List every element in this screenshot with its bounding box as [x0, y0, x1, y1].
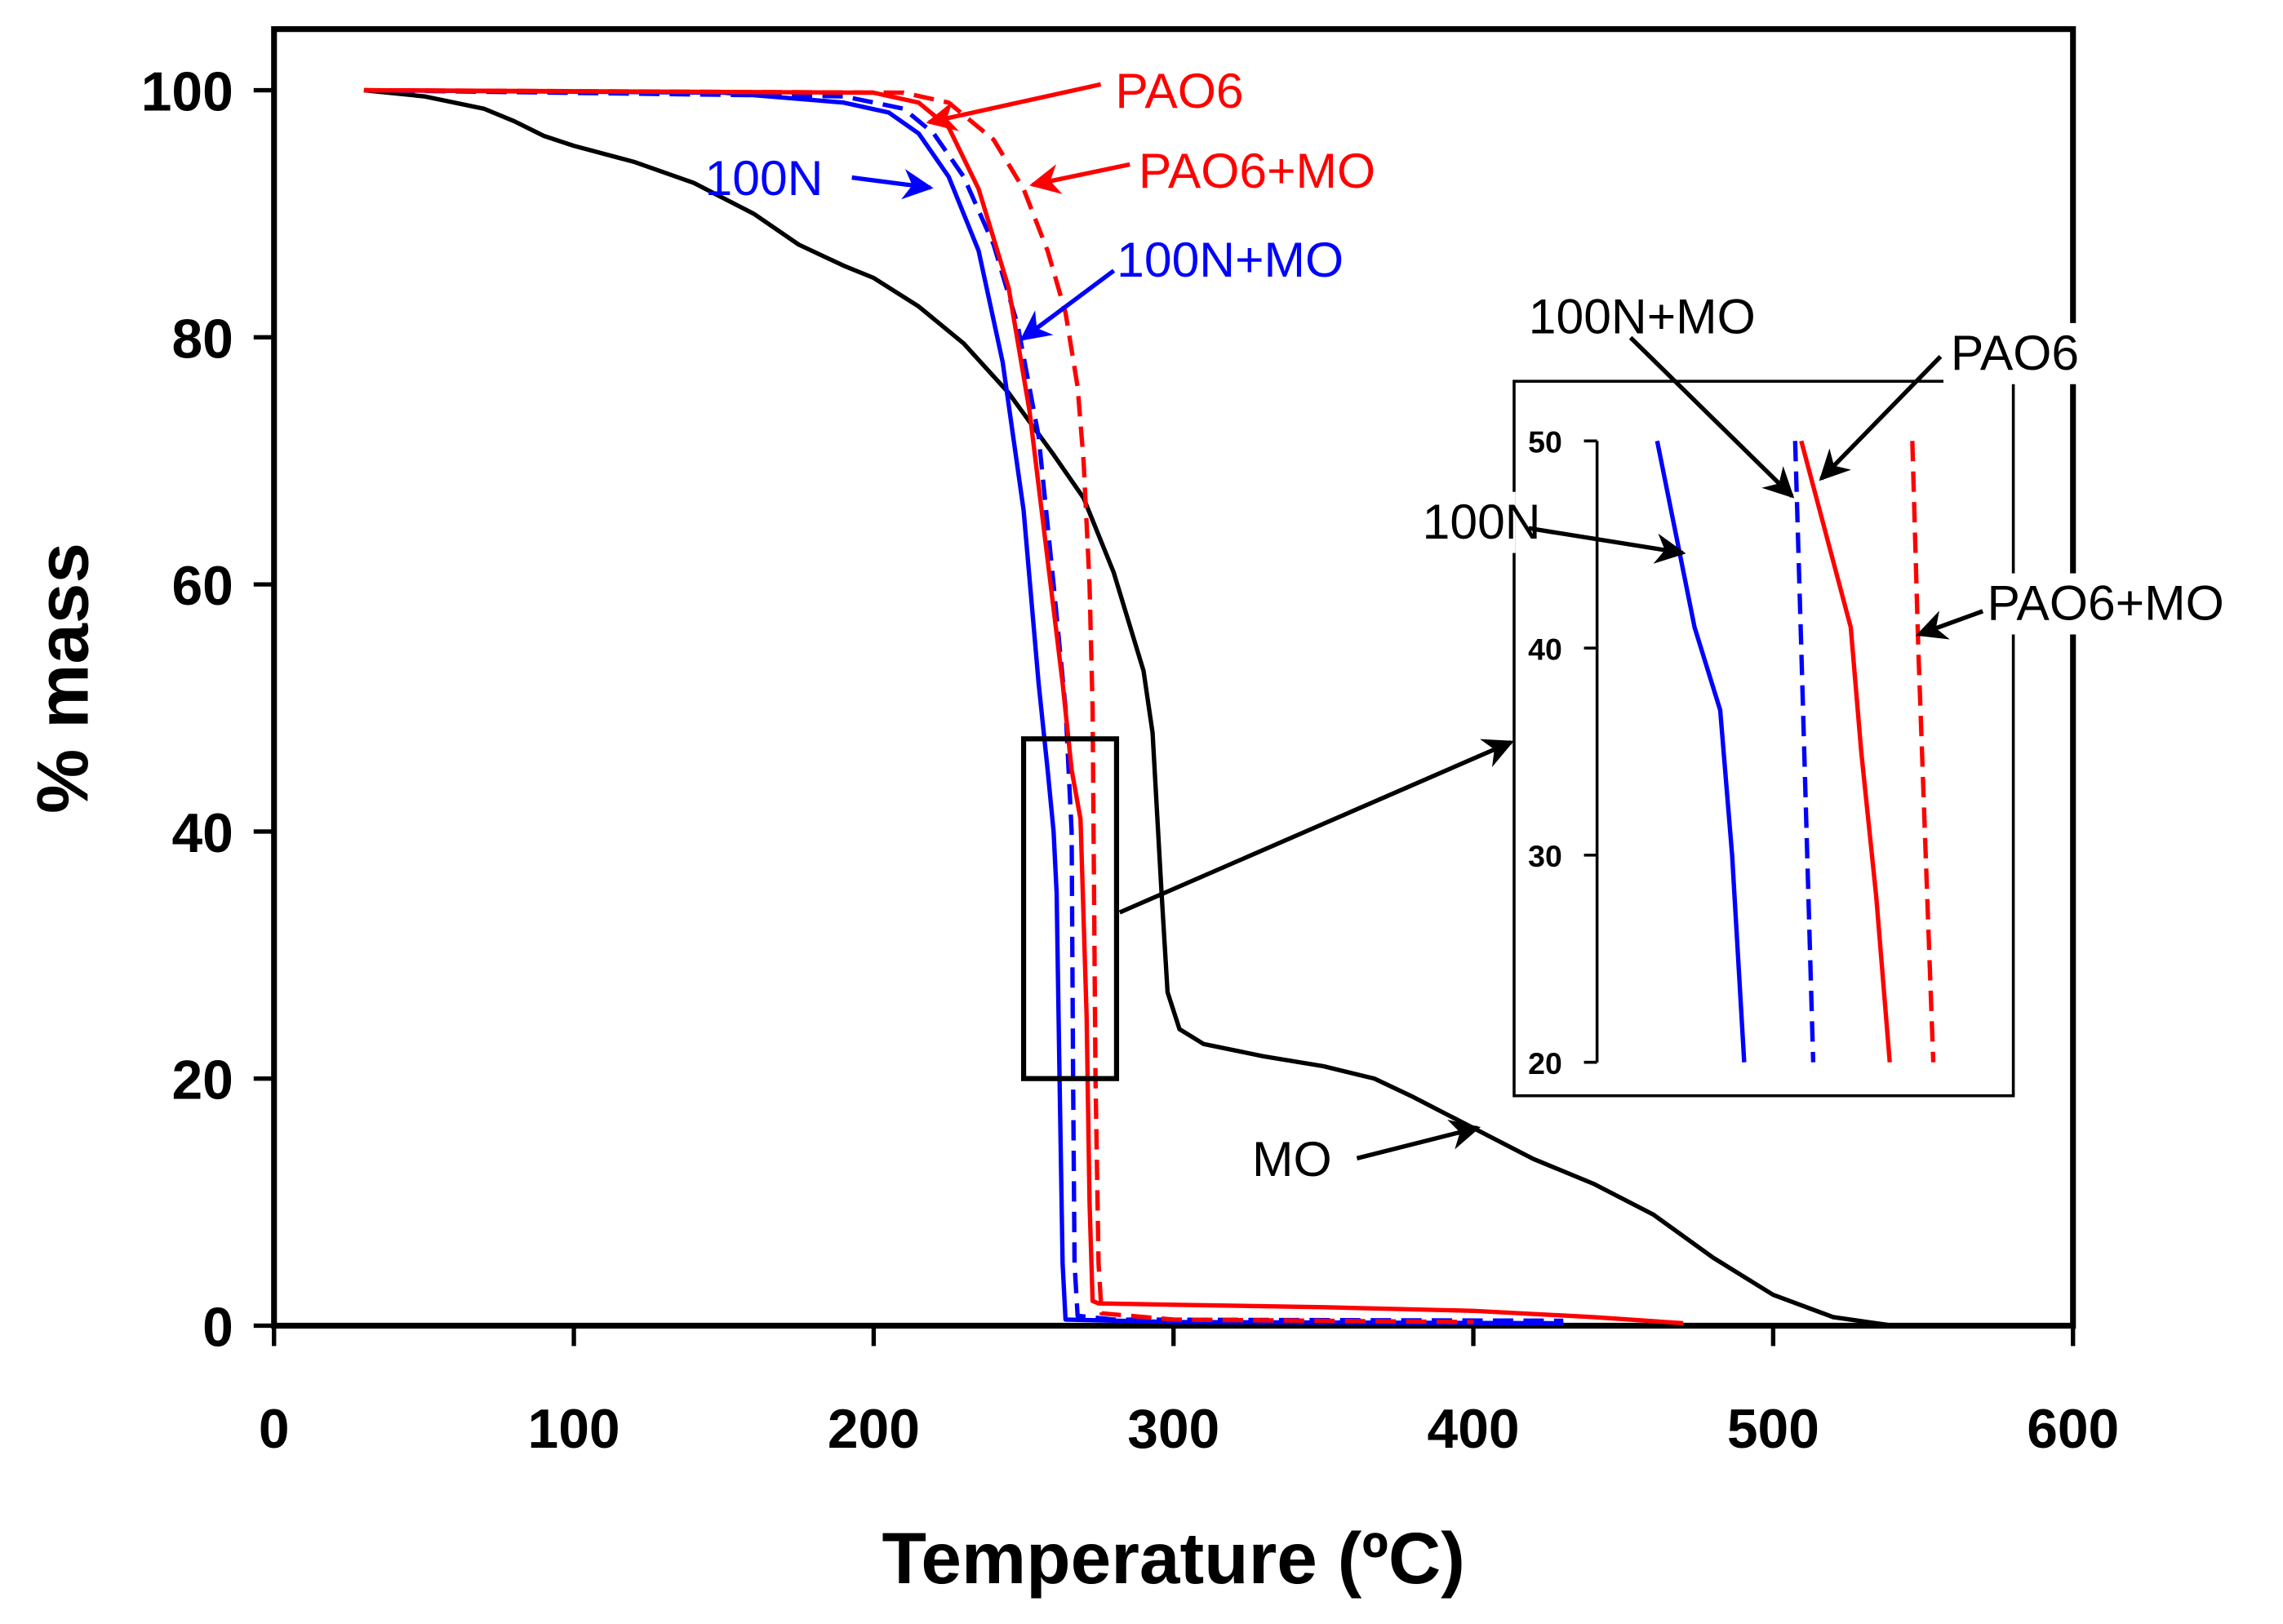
- x-tick-label: 500: [1727, 1399, 1819, 1460]
- inset: 20 30 40 50: [1512, 379, 2015, 1098]
- series-line-pao6: [363, 87, 1684, 1326]
- y-tick-label: 0: [202, 1297, 233, 1358]
- label-pao6: PAO6: [1115, 63, 1243, 118]
- series-line-100n-mo: [363, 87, 1564, 1324]
- inset-frame: [1512, 379, 2015, 1098]
- x-tick-label: 100: [528, 1399, 620, 1460]
- x-tick-label: 200: [828, 1399, 920, 1460]
- inset-arrow-pao6: [1819, 355, 1943, 481]
- y-tick-label: 100: [141, 62, 233, 123]
- arrow-mo: [1356, 1120, 1481, 1160]
- series-line-mo: [363, 87, 1894, 1329]
- y-tick-label: 60: [171, 556, 233, 617]
- inset-series-line-pao6-mo: [1910, 441, 1936, 1063]
- zoom-arrow: [1118, 739, 1514, 915]
- series-line-100n: [363, 87, 1564, 1326]
- label-mo: MO: [1252, 1131, 1332, 1187]
- inset-arrow-100n: [1528, 526, 1686, 564]
- inset-label-100n: 100N: [1423, 494, 1541, 549]
- plot-frame: [271, 26, 2076, 1329]
- inset-y-tick-label: 50: [1528, 425, 1562, 459]
- inset-label-pao6: PAO6: [1951, 325, 2079, 380]
- y-tick-label: 40: [171, 803, 233, 864]
- x-axis-title: Temperature (ºC): [882, 1517, 1465, 1599]
- label-100n: 100N: [705, 150, 824, 206]
- inset-y-tick-label: 30: [1528, 839, 1562, 873]
- x-tick-label: 0: [259, 1399, 290, 1460]
- inset-arrow-100n-mo: [1628, 335, 1795, 499]
- arrow-100n-mo: [1019, 268, 1116, 341]
- x-tick-label: 400: [1428, 1399, 1520, 1460]
- inset-series-line-pao6: [1799, 440, 1892, 1063]
- inset-y-tick-label: 20: [1528, 1046, 1562, 1080]
- zoom-region-box: [1020, 736, 1120, 1081]
- arrow-100n: [851, 169, 934, 200]
- inset-label-100n-mo: 100N+MO: [1529, 288, 1756, 344]
- y-tick-label: 20: [171, 1050, 233, 1112]
- arrow-pao6: [926, 82, 1102, 131]
- y-axis-title: % mass: [21, 543, 103, 814]
- x-tick-label: 300: [1127, 1399, 1219, 1460]
- inset-arrow-pao6-mo: [1916, 609, 1984, 640]
- inset-series-line-100n: [1655, 440, 1747, 1063]
- inset-label-pao6-mo: PAO6+MO: [1988, 575, 2224, 631]
- y-tick-label: 80: [171, 308, 233, 370]
- series-line-pao6-mo: [363, 87, 1474, 1324]
- x-tick-label: 600: [2027, 1399, 2119, 1460]
- inset-y-tick-label: 40: [1528, 632, 1562, 666]
- label-100n-mo: 100N+MO: [1117, 232, 1344, 287]
- label-pao6-mo: PAO6+MO: [1139, 143, 1375, 198]
- arrow-pao6-mo: [1029, 162, 1130, 194]
- inset-series-line-100n-mo: [1792, 441, 1816, 1063]
